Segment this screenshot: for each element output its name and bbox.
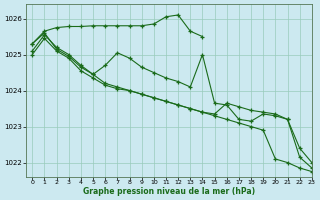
X-axis label: Graphe pression niveau de la mer (hPa): Graphe pression niveau de la mer (hPa) bbox=[83, 187, 255, 196]
